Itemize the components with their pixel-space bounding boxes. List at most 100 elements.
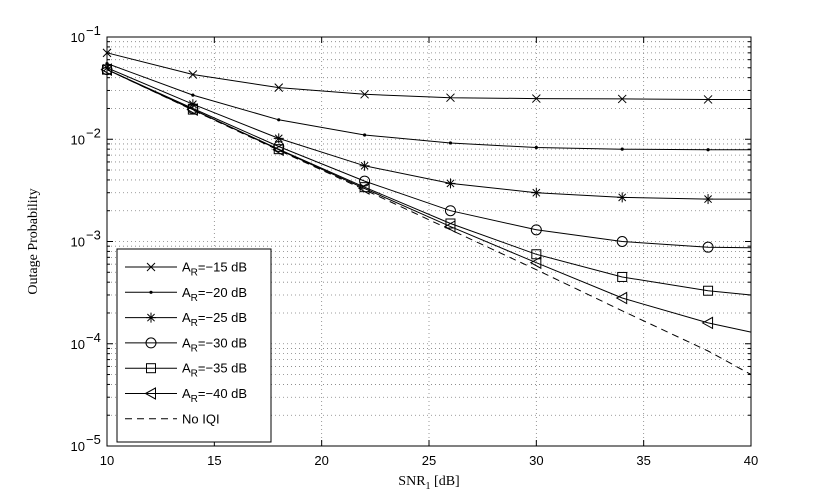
y-tick-labels: 10−510−410−310−210−1 xyxy=(71,23,101,454)
x-tick-label: 40 xyxy=(744,453,758,468)
legend-label-main: A xyxy=(182,260,191,275)
marker-triangle-left xyxy=(615,291,628,305)
marker-dot xyxy=(706,148,710,152)
legend-label-rest: =−15 dB xyxy=(198,260,247,275)
legend-label: AR=−25 dB xyxy=(182,310,247,329)
marker-triangle-left xyxy=(358,182,370,195)
marker-circle xyxy=(616,236,628,247)
legend-label-main: A xyxy=(182,361,191,376)
y-tick-label: 10 xyxy=(71,337,85,352)
legend-label-rest: =−35 dB xyxy=(198,361,247,376)
series-3 xyxy=(102,62,751,205)
legend-item: AR=−35 dB xyxy=(125,361,247,380)
legend-item: AR=−25 dB xyxy=(125,310,247,329)
y-tick-label: 10 xyxy=(71,439,85,454)
y-tick-label-exponent: −2 xyxy=(86,125,101,140)
series-group xyxy=(100,48,752,375)
marker-triangle-left xyxy=(701,316,714,330)
y-tick-label: 10 xyxy=(71,30,85,45)
series-line xyxy=(106,69,752,375)
legend-label-sub: R xyxy=(191,293,198,304)
marker-circle xyxy=(530,224,542,236)
marker-x xyxy=(188,70,198,79)
marker-star xyxy=(703,194,714,205)
marker-dot xyxy=(191,93,195,97)
legend-label-main: A xyxy=(182,285,191,300)
legend-label-main: A xyxy=(182,310,191,325)
legend-label: AR=−20 dB xyxy=(182,285,247,304)
x-tick-label: 30 xyxy=(529,453,543,468)
marker-triangle-left xyxy=(272,143,284,157)
y-tick-label: 10 xyxy=(71,132,85,147)
marker-star xyxy=(146,312,156,323)
marker-circle xyxy=(359,175,371,187)
series-line xyxy=(106,69,752,249)
legend-label: AR=−30 dB xyxy=(182,335,247,354)
marker-circle xyxy=(702,241,714,253)
x-axis-label: SNR1 [dB] xyxy=(398,474,459,492)
marker-x xyxy=(446,93,455,103)
legend-label: No IQI xyxy=(182,411,220,426)
legend-item: AR=−15 dB xyxy=(125,260,247,279)
legend-label-sub: R xyxy=(191,268,198,279)
marker-square xyxy=(617,271,628,282)
y-axis-label: Outage Probability xyxy=(26,188,41,294)
legend-label-sub: R xyxy=(191,369,198,380)
marker-x xyxy=(146,262,156,272)
legend-label-sub: R xyxy=(191,318,198,329)
marker-circle xyxy=(145,337,157,349)
legend-label-rest: =−30 dB xyxy=(198,335,247,350)
legend-label-main: A xyxy=(182,386,191,401)
marker-star xyxy=(617,192,628,203)
x-axis-label-sub: 1 xyxy=(426,481,431,492)
marker-square xyxy=(531,249,542,260)
marker-dot xyxy=(620,147,624,151)
series-7 xyxy=(106,69,752,375)
marker-square xyxy=(146,363,156,374)
x-tick-label: 25 xyxy=(422,453,436,468)
legend-label-rest: =−20 dB xyxy=(198,285,247,300)
y-tick-label-exponent: −3 xyxy=(86,228,101,243)
marker-triangle-left xyxy=(144,387,156,400)
series-1 xyxy=(102,48,751,104)
series-4 xyxy=(101,64,752,253)
x-tick-label: 35 xyxy=(636,453,650,468)
legend-label: AR=−40 dB xyxy=(182,386,247,405)
marker-star xyxy=(531,187,542,198)
legend-label: AR=−15 dB xyxy=(182,260,247,279)
marker-dot xyxy=(277,118,281,122)
marker-circle xyxy=(444,205,456,217)
grid xyxy=(107,37,751,446)
legend-label: AR=−35 dB xyxy=(182,361,247,380)
x-tick-label: 15 xyxy=(207,453,221,468)
marker-x xyxy=(617,94,627,104)
y-tick-label: 10 xyxy=(71,235,85,250)
marker-triangle-left xyxy=(529,256,542,270)
legend-item: No IQI xyxy=(125,411,220,426)
legend-box xyxy=(116,248,272,443)
marker-dot xyxy=(534,145,538,150)
x-tick-labels: 10 15 20 25 30 35 40 xyxy=(100,453,758,468)
x-tick-label: 20 xyxy=(314,453,328,468)
x-tick-label: 10 xyxy=(100,453,114,468)
x-axis-label-main: SNR xyxy=(398,474,426,489)
marker-dot xyxy=(363,133,367,137)
marker-dot xyxy=(448,141,453,145)
legend-label-sub: R xyxy=(191,343,198,354)
marker-x xyxy=(703,95,713,104)
axis-ticks xyxy=(106,37,752,447)
legend-label-main: A xyxy=(182,335,191,350)
y-tick-label-exponent: −1 xyxy=(86,23,101,38)
legend-item: AR=−20 dB xyxy=(125,285,247,304)
legend-item: AR=−30 dB xyxy=(125,335,247,354)
legend-label-sub: R xyxy=(191,394,198,405)
y-tick-label-exponent: −4 xyxy=(86,330,101,345)
marker-x xyxy=(360,89,369,99)
marker-triangle-left xyxy=(186,103,198,116)
y-tick-label-exponent: −5 xyxy=(86,432,101,447)
marker-dot xyxy=(149,290,153,294)
legend-item: AR=−40 dB xyxy=(125,386,247,405)
marker-star xyxy=(359,160,370,171)
